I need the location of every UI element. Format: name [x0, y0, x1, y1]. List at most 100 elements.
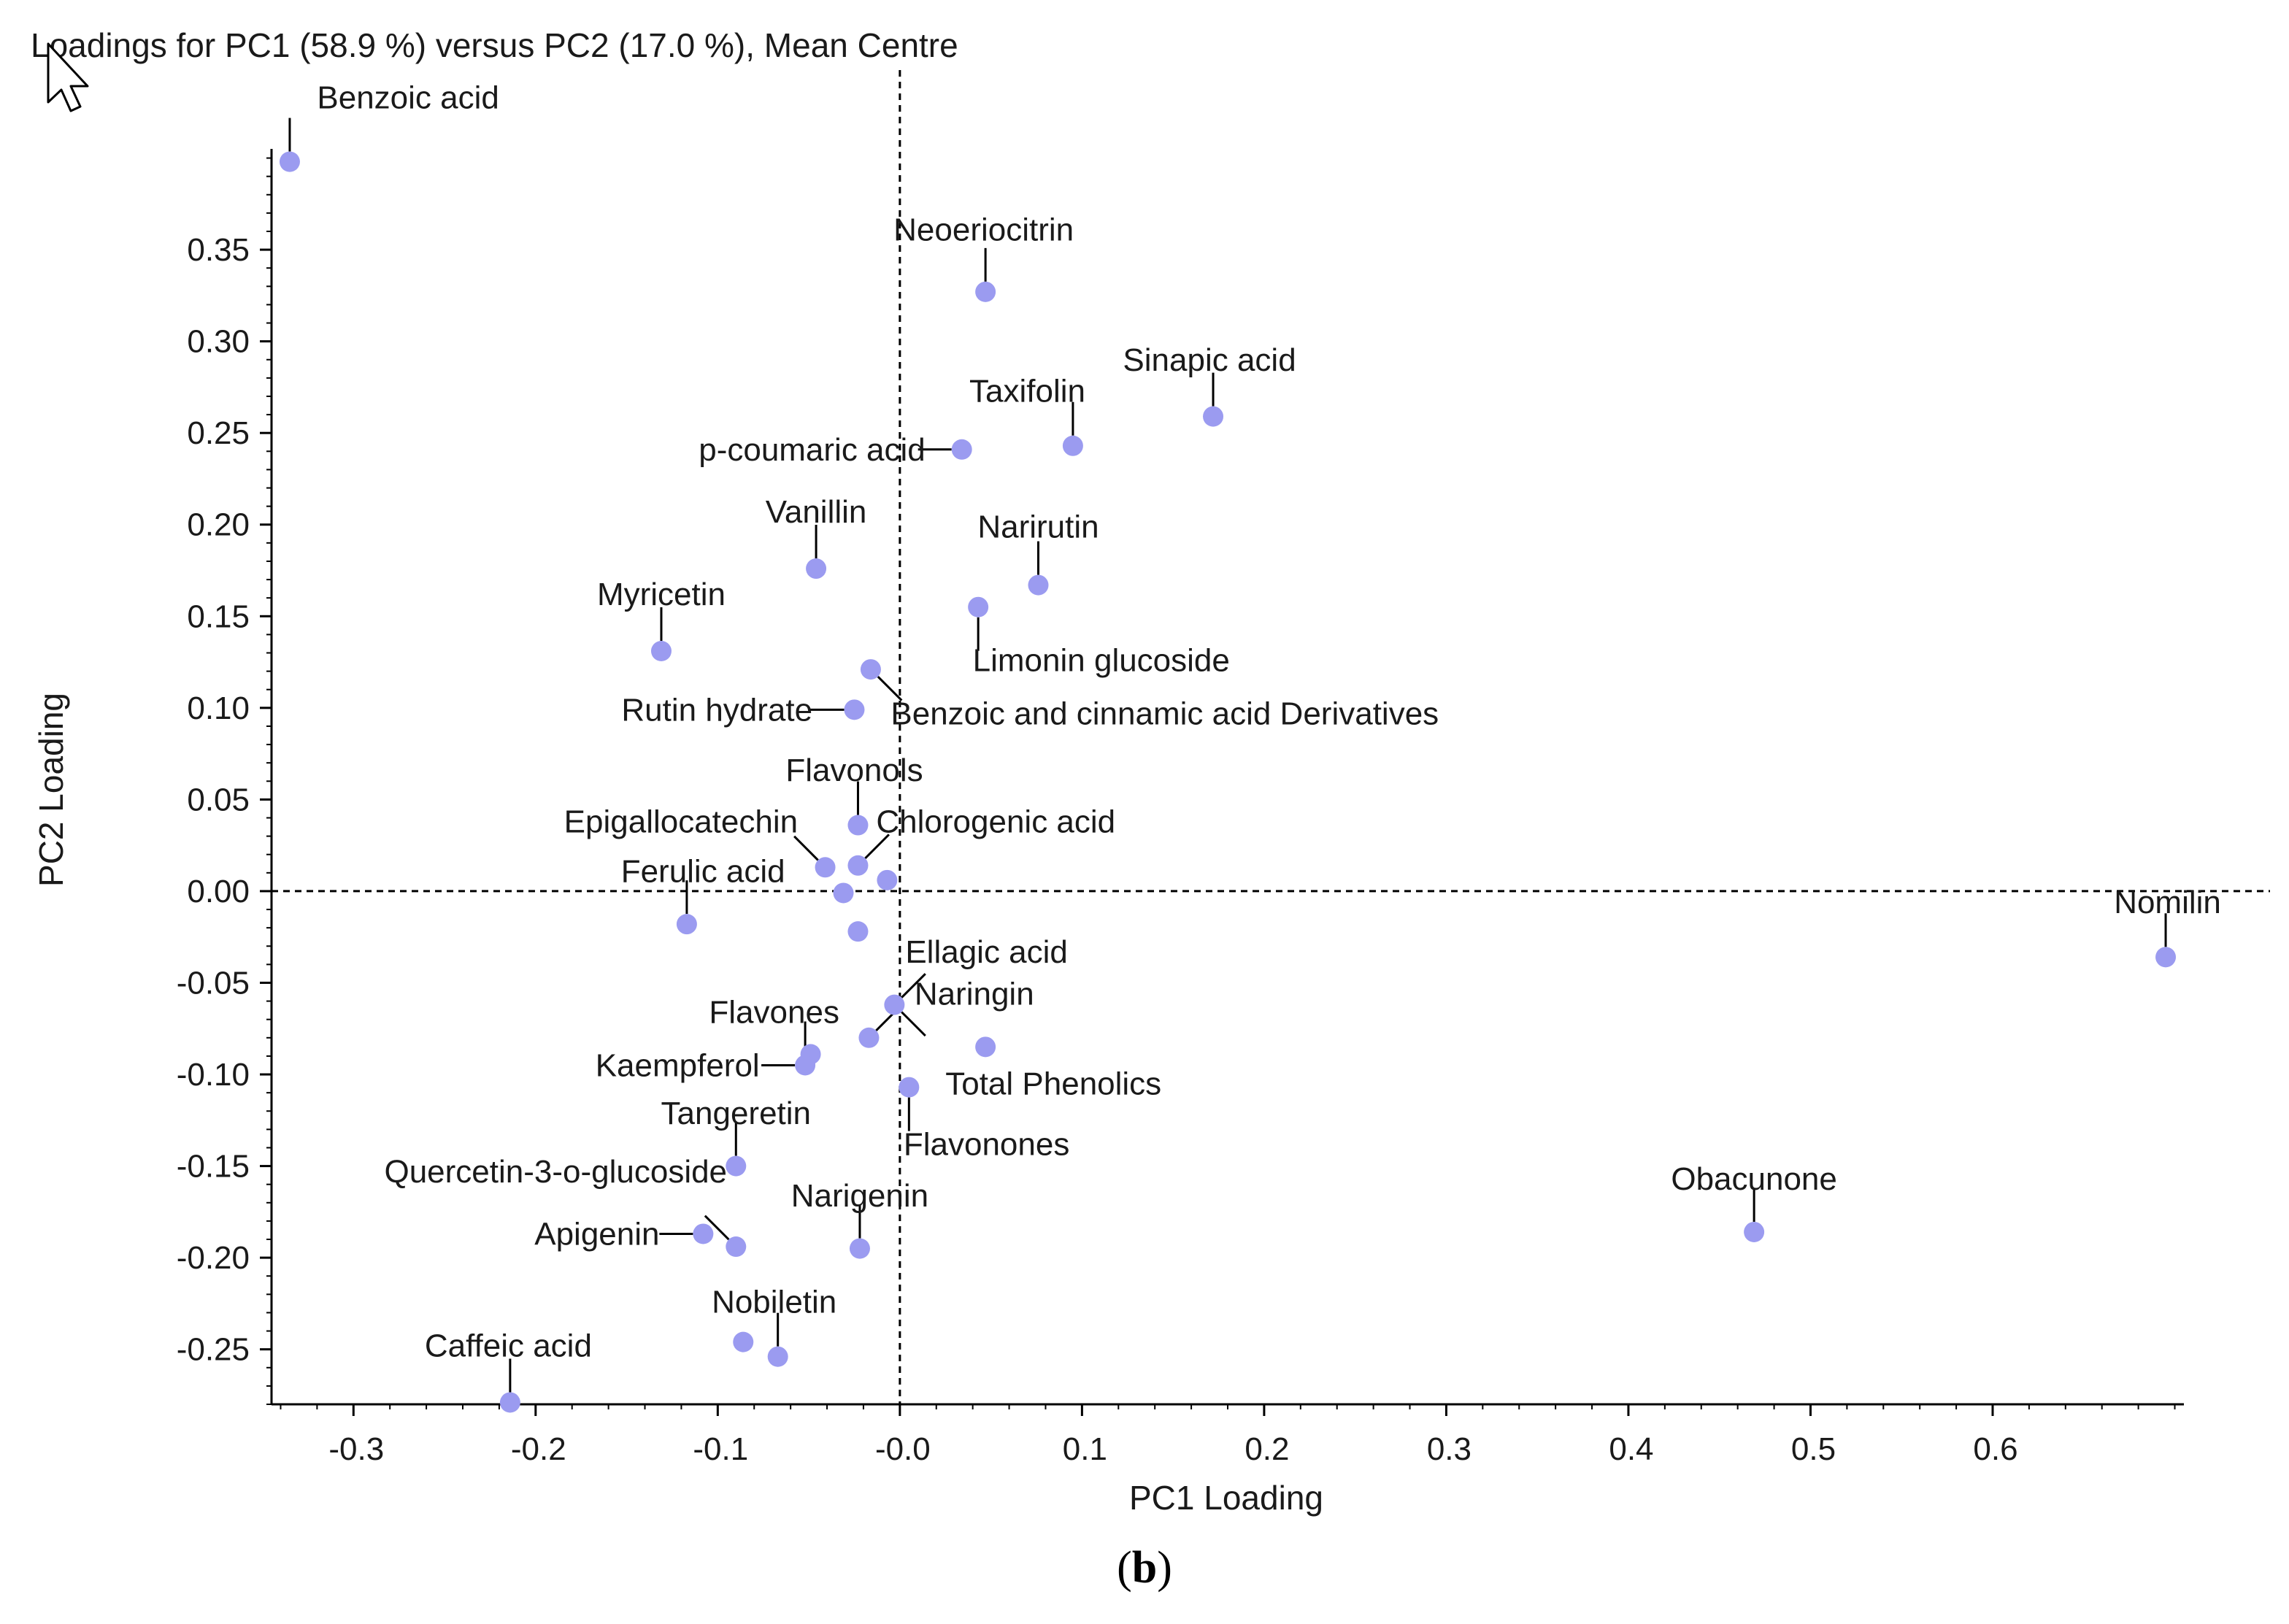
x-tick-label: -0.0 — [875, 1431, 931, 1467]
data-point — [1062, 435, 1083, 456]
data-point — [975, 1036, 996, 1058]
point-label: Caffeic acid — [425, 1328, 592, 1364]
data-point — [279, 151, 300, 172]
point-label: Nomilin — [2114, 885, 2221, 920]
y-tick-label: -0.25 — [177, 1332, 250, 1368]
label-leader-line — [704, 1215, 730, 1241]
label-leader-line — [901, 1011, 926, 1037]
point-label: Flavonones — [904, 1126, 1069, 1162]
axes — [260, 149, 2184, 1416]
caption-close: ) — [1157, 1543, 1172, 1593]
label-leader-line — [877, 675, 903, 701]
y-axis-title: PC2 Loading — [32, 693, 70, 887]
label-leader-lines — [288, 118, 2167, 1393]
data-point — [499, 1392, 520, 1413]
y-tick-label: 0.05 — [187, 782, 250, 817]
figure-caption: (b) — [1117, 1543, 1172, 1593]
data-point — [733, 1331, 754, 1352]
data-point — [877, 869, 898, 890]
x-tick-label: 0.5 — [1791, 1431, 1836, 1467]
data-point — [2155, 947, 2177, 968]
y-tick-label: 0.25 — [187, 415, 250, 451]
point-label: Neoeriocitrin — [893, 212, 1074, 247]
data-point — [693, 1223, 714, 1244]
y-tick-label: 0.30 — [187, 324, 250, 360]
data-point — [676, 914, 697, 935]
point-label: Ferulic acid — [621, 853, 785, 889]
data-point — [795, 1055, 816, 1076]
data-point — [951, 439, 972, 460]
reference-lines — [272, 70, 2270, 1404]
plot-title: Loadings for PC1 (58.9 %) versus PC2 (17… — [31, 26, 958, 64]
data-point — [858, 1027, 880, 1048]
point-label: Apigenin — [534, 1216, 659, 1252]
tick-labels: 0.35 0.30 0.25 0.20 0.15 0.10 0.05 0.00 -0.05 -0.… — [177, 232, 2018, 1467]
label-leader-line — [793, 835, 819, 861]
point-label: Rutin hydrate — [621, 692, 812, 728]
data-point — [650, 641, 672, 661]
x-tick-label: -0.2 — [511, 1431, 566, 1467]
data-points — [279, 151, 2177, 1413]
x-tick-label: 0.1 — [1063, 1431, 1107, 1467]
point-label: Benzoic and cinnamic acid Derivatives — [890, 696, 1439, 731]
y-tick-label: 0.20 — [187, 507, 250, 543]
data-point — [1203, 406, 1224, 427]
point-label: Tangeretin — [661, 1096, 811, 1131]
point-label: Naringin — [915, 977, 1034, 1012]
data-point — [1028, 574, 1049, 596]
point-label: Vanillin — [766, 494, 867, 530]
point-label: Flavones — [709, 995, 839, 1031]
point-label: Total Phenolics — [945, 1066, 1161, 1102]
label-leader-line — [901, 973, 926, 998]
data-point — [884, 994, 905, 1015]
point-label: Sinapic acid — [1123, 342, 1296, 378]
point-label: Nobiletin — [712, 1284, 836, 1320]
point-label: Limonin glucoside — [973, 643, 1230, 679]
point-label: Epigallocatechin — [564, 804, 798, 840]
data-point — [767, 1346, 788, 1367]
point-label: Quercetin-3-o-glucoside — [384, 1154, 727, 1190]
data-point — [847, 815, 869, 836]
x-axis-title: PC1 Loading — [1129, 1479, 1323, 1517]
x-tick-label: 0.6 — [1973, 1431, 2017, 1467]
data-point — [849, 1238, 870, 1259]
y-tick-label: 0.35 — [187, 232, 250, 268]
data-point — [847, 855, 869, 876]
data-point — [847, 921, 869, 942]
point-label: p-coumaric acid — [699, 432, 926, 468]
point-label: Chlorogenic acid — [876, 804, 1115, 840]
y-tick-label: 0.15 — [187, 599, 250, 634]
y-tick-label: -0.05 — [177, 965, 250, 1001]
y-tick-label: 0.10 — [187, 690, 250, 726]
y-tick-label: -0.10 — [177, 1057, 250, 1093]
data-point — [860, 659, 881, 680]
x-tick-label: 0.3 — [1427, 1431, 1472, 1467]
point-label: Narirutin — [977, 509, 1099, 544]
point-label: Ellagic acid — [905, 934, 1068, 970]
y-tick-label: -0.15 — [177, 1149, 250, 1185]
mouse-pointer-icon — [47, 42, 89, 112]
data-point — [968, 596, 989, 617]
caption-open: ( — [1117, 1543, 1132, 1593]
point-label: Obacunone — [1671, 1161, 1837, 1197]
y-tick-label: 0.00 — [187, 874, 250, 909]
point-labels: Benzoic acid Neoeriocitrin Sinapic acid Tax… — [317, 80, 2221, 1364]
data-point — [844, 699, 865, 720]
data-point — [1744, 1221, 1765, 1242]
x-tick-label: 0.4 — [1609, 1431, 1653, 1467]
point-label: Myricetin — [597, 577, 726, 612]
point-label: Taxifolin — [969, 373, 1085, 409]
point-label: Flavonols — [785, 753, 923, 788]
label-leader-line — [864, 834, 890, 859]
data-point — [975, 281, 996, 302]
point-label: Benzoic acid — [317, 80, 499, 116]
data-point — [806, 558, 827, 580]
point-label: Kaempferol — [596, 1047, 760, 1083]
data-point — [726, 1155, 747, 1177]
data-point — [833, 882, 854, 904]
y-tick-label: -0.20 — [177, 1240, 250, 1276]
x-tick-label: -0.1 — [693, 1431, 748, 1467]
caption-letter: b — [1132, 1543, 1157, 1593]
data-point — [899, 1077, 920, 1098]
